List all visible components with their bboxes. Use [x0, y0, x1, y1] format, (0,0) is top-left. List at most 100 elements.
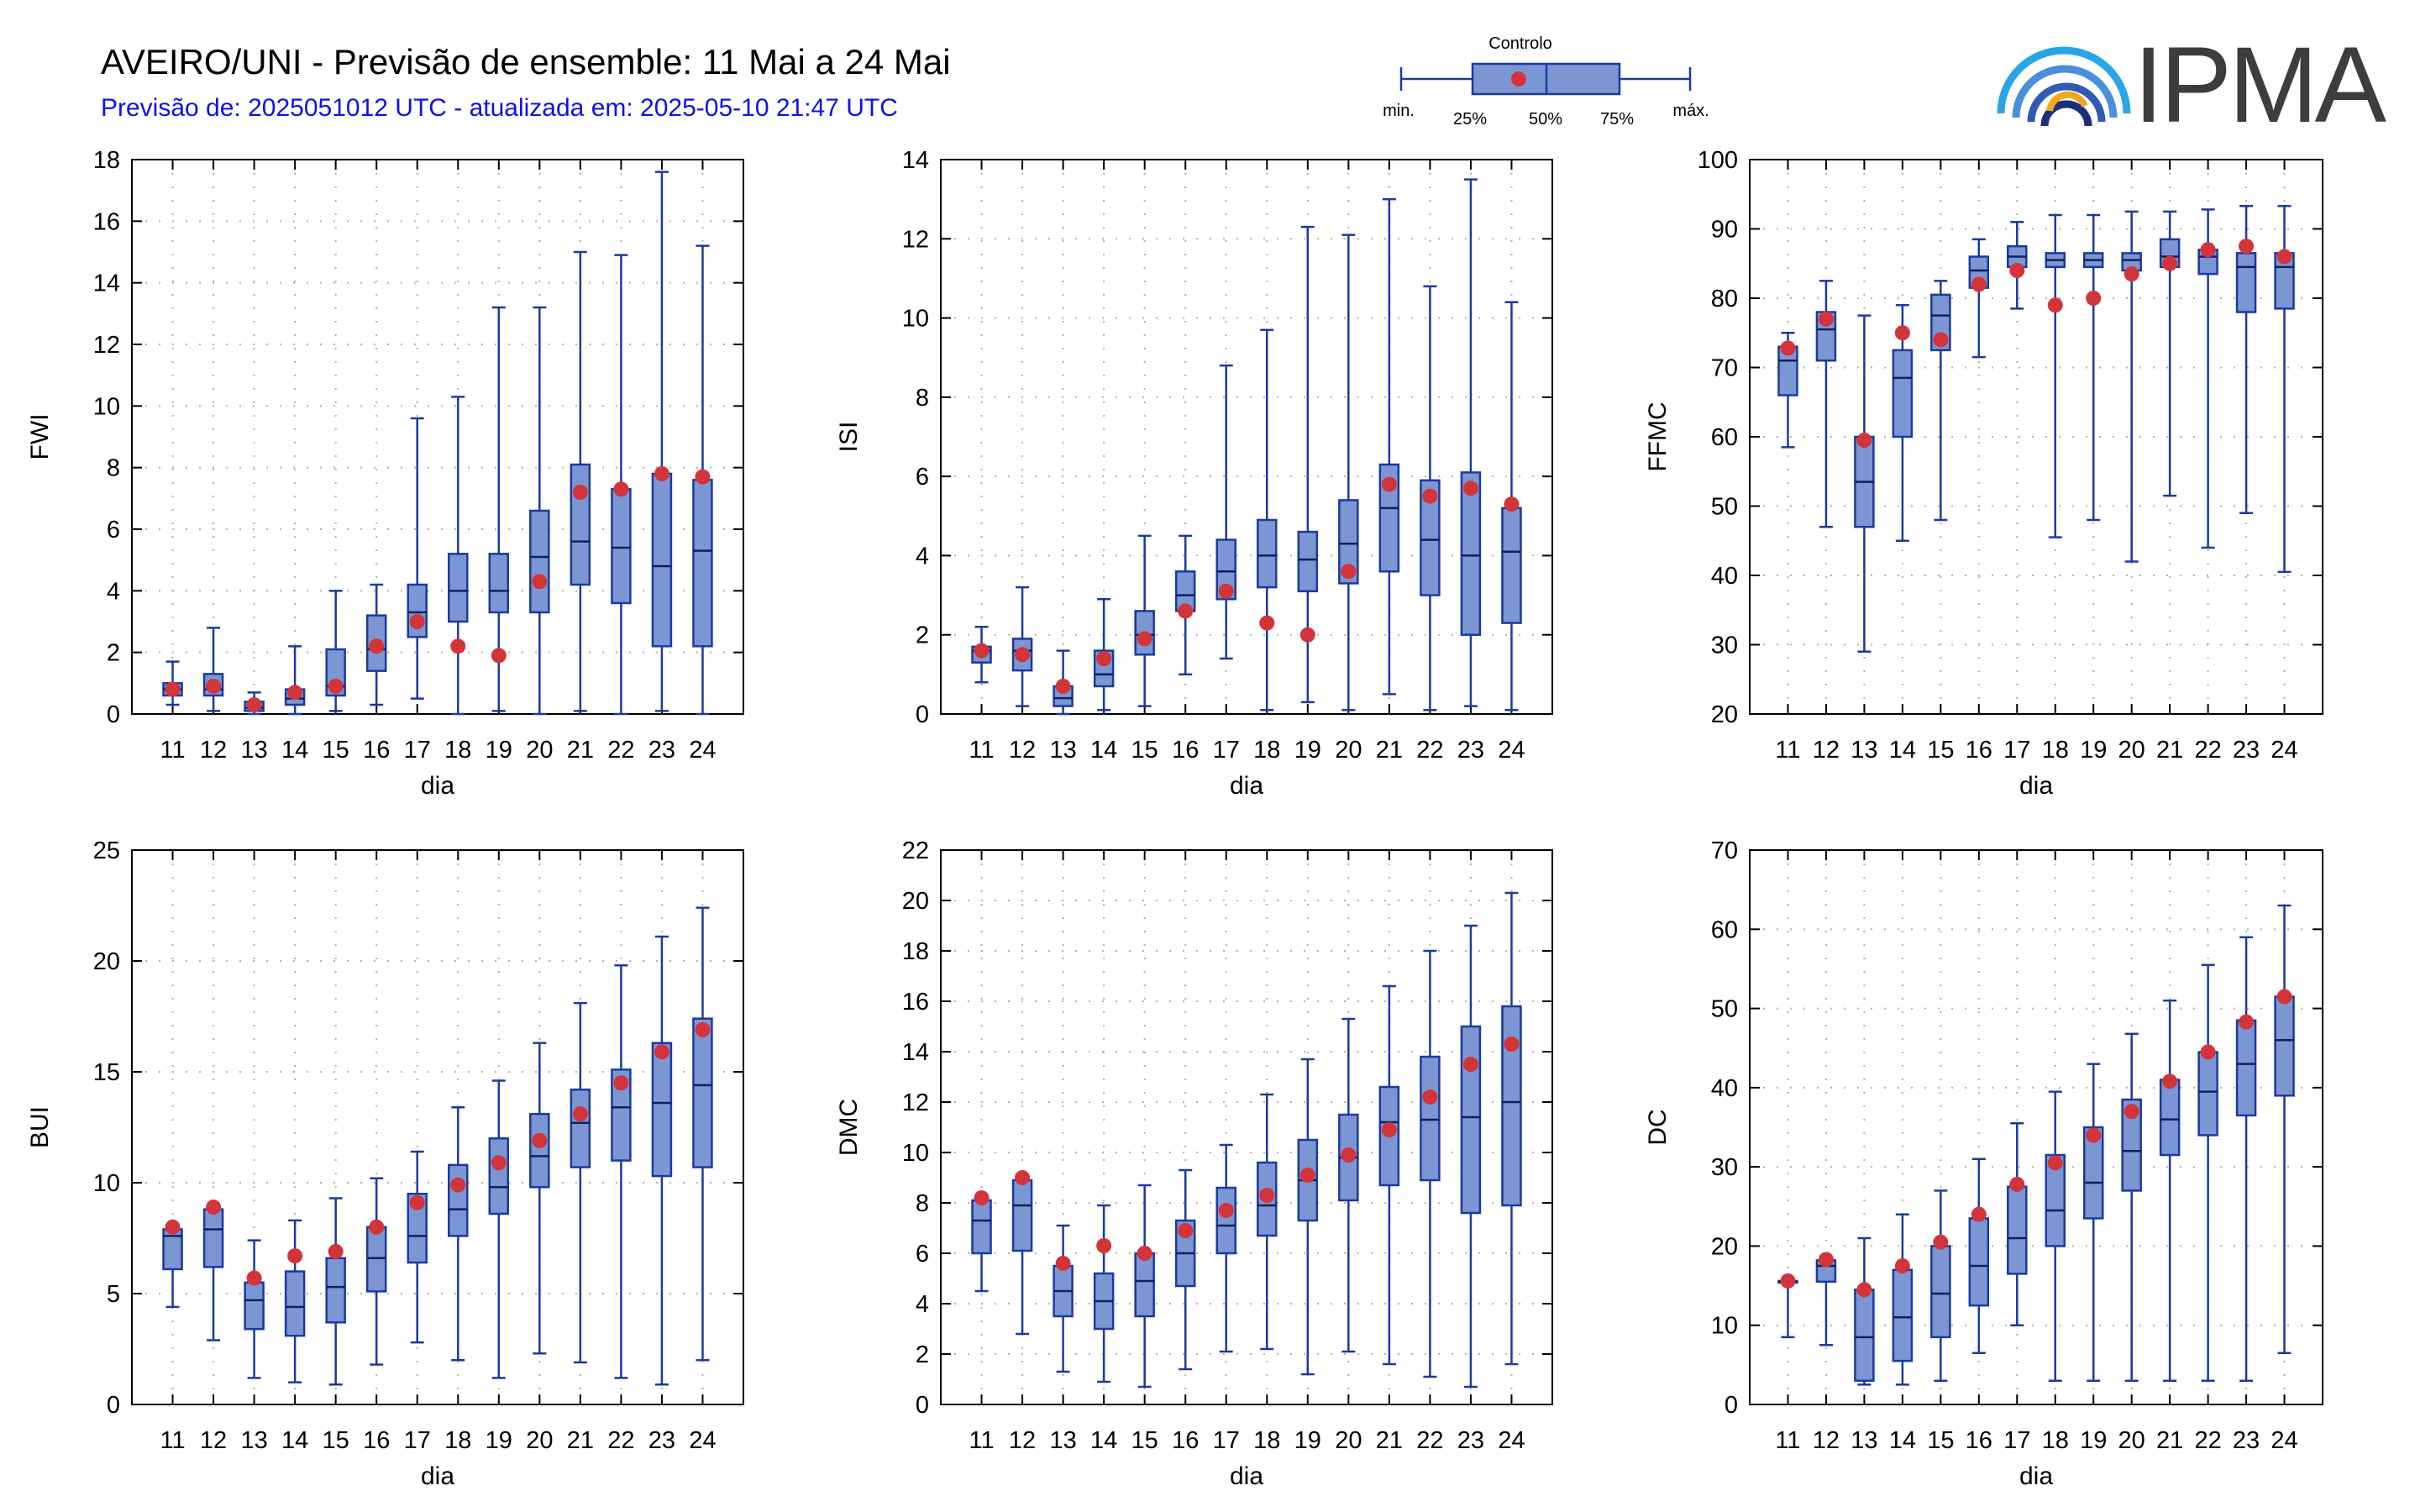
isi-ytick-label: 8 [916, 385, 929, 412]
bui-ytick-label: 0 [107, 1392, 120, 1419]
dc-box-day-24 [2274, 904, 2295, 1354]
isi-ytick-label: 10 [902, 306, 929, 333]
dmc-control-point [1137, 1246, 1152, 1261]
dc-control-point [1933, 1234, 1949, 1250]
dc-xtick-label: 24 [2271, 1427, 2297, 1454]
ffmc-iqr-box [2235, 252, 2257, 313]
fwi-control-point [246, 697, 262, 712]
ffmc-control-point [2009, 263, 2025, 278]
legend-max-label: máx. [1672, 102, 1709, 120]
fwi-iqr-box [488, 553, 510, 614]
fwi-box-day-18 [448, 396, 469, 716]
bui-box-day-21 [570, 1001, 591, 1364]
dc-iqr-box [2235, 1019, 2257, 1117]
dmc-control-point [1341, 1147, 1357, 1163]
dmc-x-axis-title: dia [1230, 1462, 1263, 1490]
isi-ytick-label: 14 [902, 147, 929, 174]
bui-control-point [613, 1075, 629, 1091]
isi-iqr-box [1420, 479, 1441, 596]
fwi-ytick-label: 6 [107, 517, 120, 543]
fwi-control-point [695, 469, 711, 485]
isi-ytick-label: 4 [916, 543, 929, 570]
fwi-iqr-box [448, 553, 469, 623]
ffmc-control-point [2276, 249, 2292, 265]
isi-xtick-label: 19 [1294, 737, 1321, 764]
ffmc-xtick-label: 19 [2080, 737, 2107, 764]
dc-control-point [2009, 1176, 2025, 1192]
fwi-xtick-label: 23 [648, 737, 675, 764]
ffmc-ytick-label: 30 [1711, 633, 1738, 659]
dmc-iqr-box [971, 1199, 992, 1255]
ffmc-xtick-label: 23 [2233, 737, 2260, 764]
ffmc-xtick-label: 11 [1775, 737, 1800, 764]
dmc-control-point [974, 1190, 990, 1205]
bui-xtick-label: 14 [281, 1427, 308, 1454]
fwi-box-day-22 [611, 254, 632, 716]
bui-control-point [328, 1243, 344, 1259]
fwi-xtick-label: 17 [404, 737, 431, 764]
dc-box-day-13 [1854, 1236, 1875, 1386]
ffmc-control-point [2200, 242, 2216, 258]
dc-control-point [2124, 1104, 2139, 1120]
isi-box-day-24 [1501, 301, 1522, 711]
dc-box-day-11 [1777, 1273, 1798, 1339]
fwi-control-point [287, 685, 303, 701]
bui-ytick-label: 10 [93, 1170, 120, 1197]
ffmc-box-day-18 [2045, 213, 2066, 538]
legend-title: Controlo [1488, 34, 1552, 53]
isi-xtick-label: 15 [1131, 737, 1158, 764]
bui-control-point [654, 1044, 669, 1060]
dc-box-day-19 [2082, 1063, 2104, 1382]
dmc-y-axis-title: DMC [835, 1099, 863, 1156]
ffmc-control-point [1856, 433, 1872, 449]
fwi-box-day-23 [651, 171, 673, 712]
isi-plot-frame [940, 159, 1553, 715]
bui-xtick-label: 16 [363, 1427, 390, 1454]
isi-xtick-label: 14 [1090, 737, 1117, 764]
ffmc-control-point [1780, 340, 1796, 356]
dmc-iqr-box [1460, 1025, 1482, 1215]
bui-iqr-box [202, 1208, 224, 1268]
ffmc-box-day-21 [2159, 210, 2181, 497]
bui-control-point [206, 1200, 222, 1215]
isi-iqr-box [1501, 507, 1522, 624]
bui-iqr-box [448, 1163, 469, 1237]
bui-xtick-label: 21 [567, 1427, 594, 1454]
fwi-box-day-19 [488, 306, 510, 712]
ffmc-ytick-label: 80 [1711, 286, 1738, 312]
dmc-iqr-box [1501, 1005, 1522, 1207]
isi-control-point [1381, 476, 1397, 492]
dc-control-point [2162, 1074, 2178, 1089]
dmc-xtick-label: 24 [1498, 1427, 1525, 1454]
dmc-ytick-label: 2 [916, 1341, 929, 1368]
ffmc-box-day-11 [1777, 332, 1798, 449]
bui-control-point [287, 1248, 303, 1264]
bui-box-day-18 [448, 1105, 469, 1362]
dc-ytick-label: 0 [1725, 1392, 1738, 1419]
isi-box-day-11 [971, 626, 992, 684]
ffmc-box-day-24 [2274, 205, 2295, 574]
dc-xtick-label: 14 [1889, 1427, 1916, 1454]
bui-ytick-label: 5 [107, 1281, 120, 1308]
isi-box-day-13 [1053, 649, 1074, 716]
isi-control-point [1341, 564, 1357, 580]
fwi-iqr-box [570, 463, 591, 586]
ffmc-control-point [2047, 297, 2063, 313]
isi-box-day-20 [1338, 234, 1359, 711]
isi-iqr-box [1338, 499, 1359, 585]
isi-box-day-16 [1174, 534, 1196, 676]
ffmc-xtick-label: 24 [2271, 737, 2297, 764]
dc-xtick-label: 15 [1927, 1427, 1954, 1454]
dmc-xtick-label: 19 [1294, 1427, 1321, 1454]
dmc-ytick-label: 8 [916, 1190, 929, 1217]
dmc-xtick-label: 15 [1131, 1427, 1158, 1454]
legend-control-point [1511, 71, 1526, 87]
ffmc-xtick-label: 15 [1927, 737, 1954, 764]
dc-control-point [2239, 1014, 2255, 1030]
dc-iqr-box [2197, 1051, 2218, 1137]
fwi-xtick-label: 19 [486, 737, 512, 764]
fwi-ytick-label: 2 [107, 640, 120, 667]
fwi-iqr-box [651, 472, 673, 648]
